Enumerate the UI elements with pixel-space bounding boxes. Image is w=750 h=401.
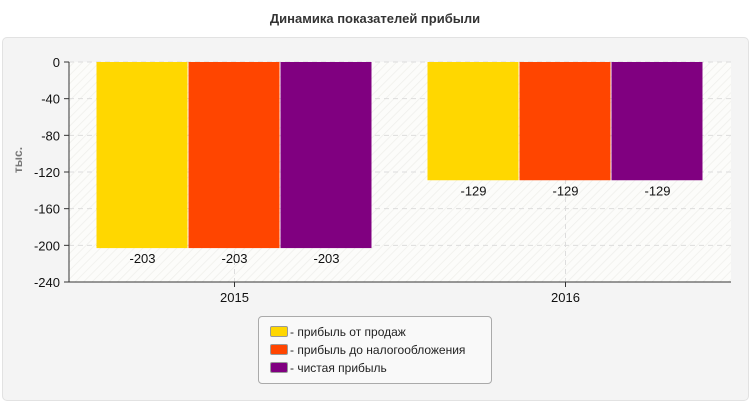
- bar[interactable]: [96, 62, 188, 249]
- legend-label: - чистая прибыль: [290, 361, 387, 375]
- legend-label: - прибыль до налогообложения: [290, 343, 466, 357]
- bar[interactable]: [427, 62, 519, 181]
- legend-item[interactable]: - прибыль до налогообложения: [270, 342, 465, 358]
- chart-title: Динамика показателей прибыли: [269, 11, 481, 26]
- y-tick-label: -200: [34, 238, 60, 253]
- legend-item[interactable]: - чистая прибыль: [270, 360, 387, 376]
- x-tick-label: 2016: [551, 290, 580, 305]
- legend-swatch: [270, 362, 288, 373]
- bar[interactable]: [188, 62, 280, 249]
- y-tick-label: -240: [34, 275, 60, 290]
- y-axis-label: тыс.: [11, 147, 25, 173]
- data-label: -203: [313, 251, 339, 266]
- data-label: -129: [552, 183, 578, 198]
- x-tick-label: 2015: [220, 290, 249, 305]
- data-label: -129: [460, 183, 486, 198]
- legend-swatch: [270, 326, 288, 337]
- legend-label: - прибыль от продаж: [290, 325, 406, 339]
- bar[interactable]: [519, 62, 611, 181]
- data-label: -203: [221, 251, 247, 266]
- legend: - прибыль от продаж - прибыль до налогоо…: [258, 316, 492, 384]
- y-tick-label: -120: [34, 165, 60, 180]
- y-tick-label: 0: [53, 55, 60, 70]
- data-label: -129: [644, 183, 670, 198]
- y-tick-label: -160: [34, 202, 60, 217]
- legend-item[interactable]: - прибыль от продаж: [270, 324, 406, 340]
- bar[interactable]: [280, 62, 372, 249]
- legend-swatch: [270, 344, 288, 355]
- bar[interactable]: [611, 62, 703, 181]
- y-tick-label: -80: [41, 128, 60, 143]
- data-label: -203: [129, 251, 155, 266]
- y-tick-label: -40: [41, 92, 60, 107]
